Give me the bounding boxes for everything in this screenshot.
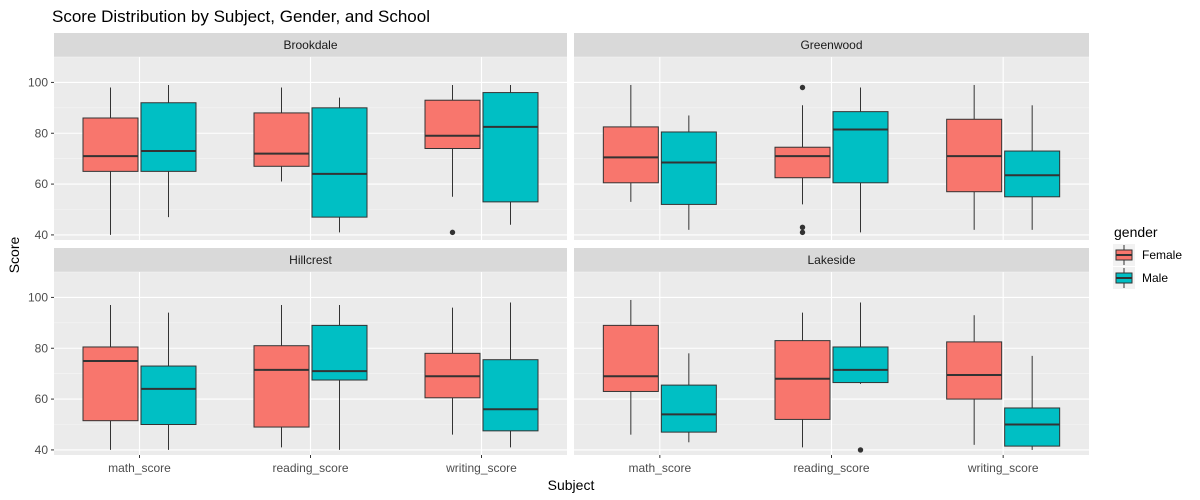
y-axis-title: Score: [6, 237, 22, 274]
outlier-point: [857, 447, 864, 453]
x-tick-label: math_score: [628, 461, 691, 475]
box-body: [140, 365, 197, 425]
y-tick-label: 80: [35, 341, 49, 355]
facet-panels: Brookdale 40 60 80 100 Greenwood Hillcrest 40 60…: [28, 33, 1089, 475]
box-body: [82, 117, 139, 172]
box-reading_score-male: [311, 305, 368, 450]
outlier-point: [799, 224, 806, 230]
y-tick-label: 60: [35, 392, 49, 406]
box-body: [311, 107, 368, 218]
y-tick-label: 40: [35, 443, 49, 457]
outlier-point: [449, 229, 456, 236]
box-writing_score-male: [1004, 355, 1061, 450]
box-reading_score-female: [253, 305, 310, 448]
box-body: [946, 341, 1003, 400]
box-writing_score-male: [1004, 105, 1061, 230]
box-reading_score-male: [832, 302, 889, 453]
box-math_score-female: [82, 87, 139, 235]
box-body: [774, 340, 831, 420]
facet-panel: Hillcrest 40 60 80 100 math_score reading_scor…: [28, 248, 567, 475]
y-tick-label: 100: [28, 290, 48, 304]
box-body: [140, 102, 197, 172]
box-body: [82, 346, 139, 422]
box-body: [253, 345, 310, 428]
facet-panel: Greenwood: [574, 33, 1089, 240]
box-body: [482, 359, 539, 432]
facet-strip: [54, 248, 567, 272]
x-tick-label: writing_score: [967, 461, 1039, 475]
facet-strip-label: Hillcrest: [289, 253, 332, 267]
x-axis-title: Subject: [548, 477, 595, 493]
legend-item-female: Female: [1113, 244, 1182, 266]
box-body: [832, 111, 889, 184]
y-tick-label: 40: [35, 228, 49, 242]
box-math_score-female: [602, 84, 659, 202]
facet-strip: [574, 248, 1089, 272]
box-body: [602, 324, 659, 392]
legend-item-male: Male: [1113, 267, 1168, 289]
box-math_score-female: [602, 299, 659, 435]
facet-panel: Lakeside math_score reading_score writing_s…: [574, 248, 1089, 475]
x-tick-label: writing_score: [445, 461, 517, 475]
box-body: [660, 384, 717, 433]
box-reading_score-male: [311, 97, 368, 233]
box-writing_score-female: [424, 307, 481, 435]
box-body: [1004, 150, 1061, 198]
box-body: [424, 99, 481, 150]
y-tick-label: 100: [28, 75, 48, 89]
box-body: [253, 112, 310, 167]
box-body: [660, 131, 717, 205]
box-math_score-female: [82, 305, 139, 450]
y-tick-label: 80: [35, 126, 49, 140]
x-tick-label: reading_score: [793, 461, 869, 475]
box-reading_score-female: [774, 312, 831, 448]
box-writing_score-female: [946, 315, 1003, 445]
box-body: [1004, 407, 1061, 447]
box-math_score-male: [140, 312, 197, 450]
box-reading_score-female: [774, 84, 831, 236]
box-reading_score-male: [832, 87, 889, 233]
outlier-point: [799, 229, 806, 236]
box-math_score-male: [660, 353, 717, 443]
outlier-point: [799, 84, 806, 91]
facet-strip-label: Greenwood: [800, 38, 862, 52]
box-math_score-male: [660, 115, 717, 230]
box-writing_score-female: [946, 84, 1003, 230]
legend: gender Female Male: [1113, 224, 1182, 289]
box-writing_score-male: [482, 84, 539, 225]
chart-title: Score Distribution by Subject, Gender, a…: [52, 7, 430, 26]
facet-strip-label: Brookdale: [283, 38, 337, 52]
box-body: [602, 126, 659, 184]
box-reading_score-female: [253, 87, 310, 182]
facet-strip: [54, 33, 567, 57]
box-writing_score-male: [482, 302, 539, 448]
box-math_score-male: [140, 84, 197, 218]
box-body: [774, 146, 831, 179]
box-body: [482, 92, 539, 203]
facet-panel: Brookdale 40 60 80 100: [28, 33, 567, 242]
legend-title: gender: [1114, 224, 1158, 240]
x-tick-label: math_score: [108, 461, 171, 475]
legend-label: Male: [1142, 271, 1168, 285]
y-tick-label: 60: [35, 177, 49, 191]
x-tick-label: reading_score: [272, 461, 348, 475]
facet-strip-label: Lakeside: [807, 253, 855, 267]
legend-label: Female: [1142, 248, 1182, 262]
box-body: [832, 346, 889, 384]
facet-strip: [574, 33, 1089, 57]
box-writing_score-female: [424, 84, 481, 236]
